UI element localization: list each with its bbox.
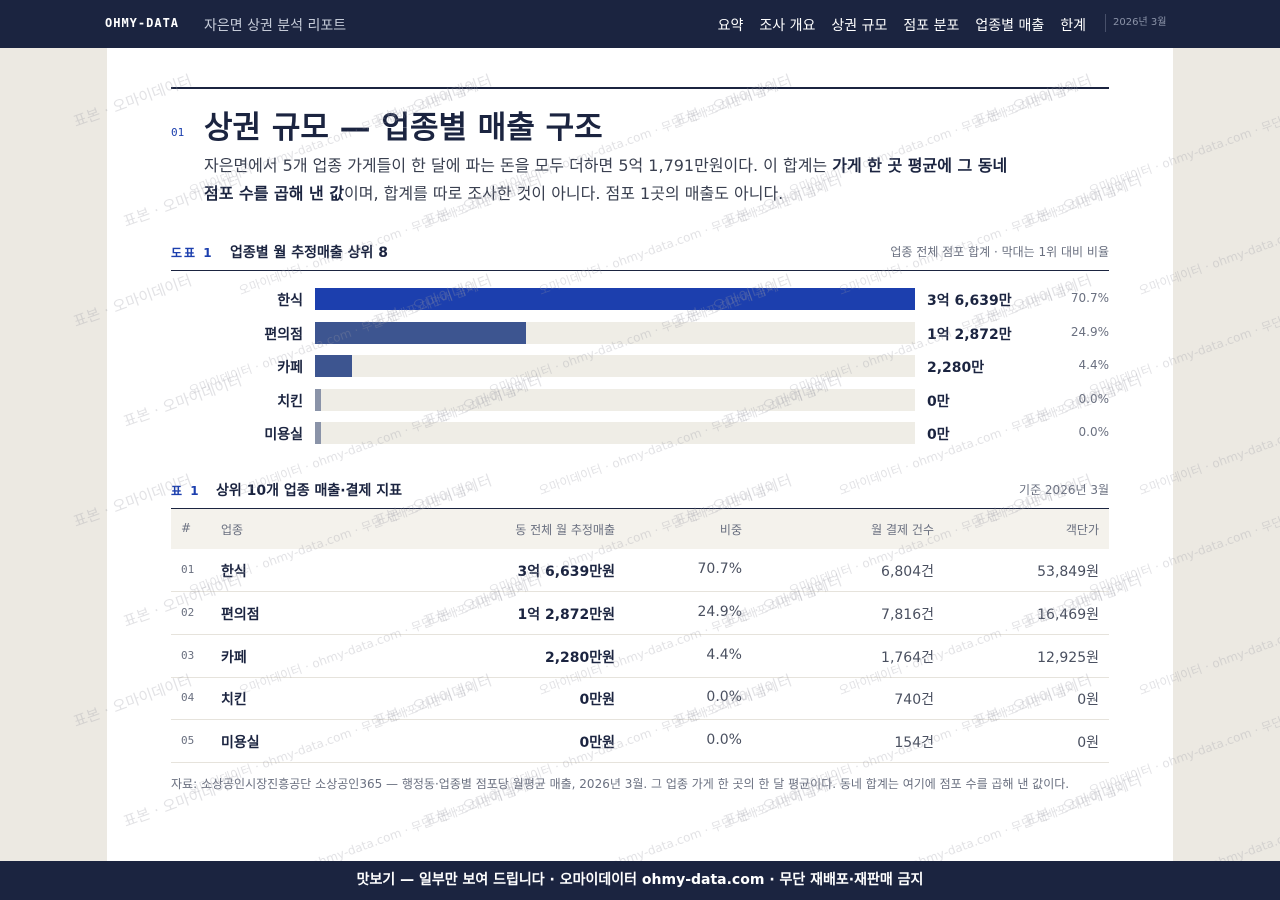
value-label: 0만 bbox=[927, 393, 950, 410]
table-cell: 16,469원 bbox=[1037, 606, 1099, 623]
table-cell: 04 bbox=[181, 691, 195, 705]
table-cell: 3억 6,639만원 bbox=[517, 564, 615, 580]
source-note: 자료: 소상공인시장진흥공단 소상공인365 — 행정동·업종별 점포당 월평균… bbox=[171, 777, 1070, 791]
table-cell: 740건 bbox=[894, 692, 934, 709]
value-label: 0만 bbox=[927, 427, 950, 443]
table-cell: 154건 bbox=[894, 735, 934, 752]
paper bbox=[107, 48, 1173, 861]
nav-link[interactable]: 요약 bbox=[717, 18, 744, 34]
share-label: 70.7% bbox=[1070, 291, 1109, 305]
table-cell: 0.0% bbox=[706, 689, 742, 706]
table-cell: 01 bbox=[181, 563, 195, 576]
footer-banner: 맛보기 — 일부만 보여 드립니다 · 오마이데이터 ohmy-data.com… bbox=[0, 861, 1280, 900]
table-cell: 53,849원 bbox=[1037, 564, 1099, 580]
table-cell: 7,816건 bbox=[881, 606, 934, 623]
table-cell: 0원 bbox=[1077, 692, 1099, 709]
figure-rule bbox=[171, 270, 1109, 271]
column-header: 월 결제 건수 bbox=[871, 523, 934, 537]
bar bbox=[315, 355, 353, 377]
table-cell: 6,804건 bbox=[881, 564, 934, 580]
bar bbox=[315, 321, 526, 344]
table-cell: 12,925원 bbox=[1037, 649, 1099, 666]
value-label: 1억 2,872만 bbox=[927, 326, 1012, 343]
value-label: 2,280만 bbox=[927, 360, 985, 376]
report-date: 2026년 3월 bbox=[1105, 14, 1166, 32]
table-cell: 24.9% bbox=[697, 603, 742, 620]
bar-track bbox=[315, 422, 915, 444]
share-label: 4.4% bbox=[1078, 358, 1110, 372]
category-label: 한식 bbox=[277, 293, 303, 309]
table-basis: 기준 2026년 3월 bbox=[1019, 483, 1109, 497]
nav-link[interactable]: 한계 bbox=[1060, 18, 1086, 34]
value-label: 3억 6,639만 bbox=[927, 293, 1012, 309]
row-divider bbox=[171, 676, 1109, 678]
nav-link[interactable]: 업종별 매출 bbox=[975, 18, 1045, 34]
category-label: 카페 bbox=[277, 360, 303, 376]
table-cell: 70.7% bbox=[697, 561, 742, 577]
bar-start bbox=[315, 422, 321, 444]
table-cell: 0만원 bbox=[579, 692, 615, 709]
bar-track bbox=[315, 355, 915, 377]
nav-link[interactable]: 조사 개요 bbox=[759, 18, 816, 34]
table-cell: 03 bbox=[181, 648, 195, 662]
table-cell: 1억 2,872만원 bbox=[517, 606, 615, 623]
table-cell: 0원 bbox=[1077, 735, 1099, 752]
category-label: 치킨 bbox=[277, 393, 303, 410]
top-nav: OHMY-DATA 자은면 상권 분석 리포트 요약 조사 개요 상권 규모 점포 분… bbox=[0, 0, 1280, 48]
table-label: 표 1 bbox=[171, 484, 201, 498]
row-divider bbox=[171, 762, 1109, 764]
row-divider bbox=[171, 719, 1109, 721]
table-cell: 카페 bbox=[221, 649, 247, 666]
table-cell: 4.4% bbox=[706, 646, 742, 663]
table-cell: 2,280만원 bbox=[544, 649, 615, 666]
table-cell: 0.0% bbox=[706, 732, 742, 749]
figure-label: 도표 1 bbox=[171, 246, 214, 260]
nav-link[interactable]: 점포 분포 bbox=[903, 18, 960, 34]
category-label: 미용실 bbox=[264, 427, 303, 443]
share-label: 0.0% bbox=[1078, 425, 1110, 439]
table-header bbox=[171, 509, 1109, 549]
bar-track bbox=[315, 388, 915, 411]
column-header: 비중 bbox=[719, 523, 742, 537]
share-label: 0.0% bbox=[1078, 391, 1110, 406]
intro-bold: 가게 한 곳 평균에 그 동네 점포 수를 곱해 낸 값 bbox=[204, 156, 1008, 203]
table-cell: 05 bbox=[181, 734, 195, 748]
column-header: 객단가 bbox=[1065, 523, 1099, 537]
nav-links: 요약 조사 개요 상권 규모 점포 분포 업종별 매출 한계 bbox=[718, 15, 1086, 35]
intro-text: 이며, 합계를 따로 조사한 것이 아니다. 점포 1곳의 매출도 아니다. bbox=[344, 184, 784, 203]
table-cell: 편의점 bbox=[221, 606, 260, 623]
row-divider bbox=[171, 591, 1109, 592]
report-title: 자은면 상권 분석 리포트 bbox=[204, 18, 347, 34]
section-rule bbox=[171, 87, 1109, 89]
bar-start bbox=[315, 388, 321, 411]
table-cell: 0만원 bbox=[579, 735, 615, 752]
share-label: 24.9% bbox=[1070, 324, 1109, 339]
brand[interactable]: OHMY-DATA bbox=[105, 16, 180, 30]
table-cell: 미용실 bbox=[221, 735, 260, 752]
column-header: # bbox=[181, 521, 192, 535]
nav-link[interactable]: 상권 규모 bbox=[831, 18, 888, 34]
figure-title: 업종별 월 추정매출 상위 8 bbox=[230, 245, 389, 261]
intro: 자은면에서 5개 업종 가게들이 한 달에 파는 돈을 모두 더하면 5억 1,… bbox=[204, 152, 1014, 208]
category-label: 편의점 bbox=[264, 326, 303, 343]
table-cell: 02 bbox=[181, 605, 195, 619]
intro-text: 자은면에서 5개 업종 가게들이 한 달에 파는 돈을 모두 더하면 5억 1,… bbox=[204, 156, 833, 175]
column-header: 업종 bbox=[221, 523, 244, 537]
column-header: 동 전체 월 추정매출 bbox=[515, 523, 615, 537]
table-cell: 치킨 bbox=[221, 692, 247, 709]
section-number: 01 bbox=[171, 126, 185, 139]
table-rule bbox=[171, 508, 1109, 509]
table-title: 상위 10개 업종 매출·결제 지표 bbox=[216, 483, 402, 499]
table-cell: 한식 bbox=[221, 564, 247, 580]
bar bbox=[315, 288, 915, 310]
table-cell: 1,764건 bbox=[881, 649, 934, 666]
figure-note: 업종 전체 점포 합계 · 막대는 1위 대비 비율 bbox=[890, 245, 1109, 259]
section-title: 상권 규모 — 업종별 매출 구조 bbox=[204, 110, 603, 146]
row-divider bbox=[171, 633, 1109, 635]
